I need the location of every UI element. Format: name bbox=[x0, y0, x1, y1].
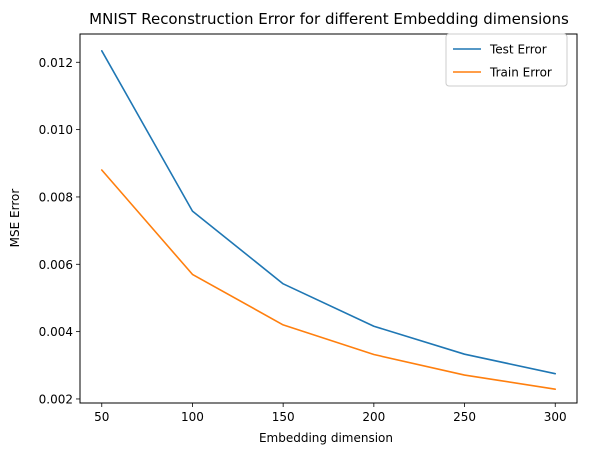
x-tick-label: 300 bbox=[544, 410, 567, 424]
x-tick-label: 100 bbox=[181, 410, 204, 424]
series-line-test-error bbox=[100, 50, 557, 375]
chart-title: MNIST Reconstruction Error for different… bbox=[89, 10, 569, 28]
x-tick-label: 50 bbox=[94, 410, 109, 424]
y-tick-label: 0.004 bbox=[39, 325, 73, 339]
axes-frame bbox=[79, 33, 578, 404]
legend: Test Error Train Error bbox=[445, 33, 568, 87]
y-axis-label: MSE Error bbox=[8, 189, 22, 248]
legend-box bbox=[445, 33, 568, 87]
x-tick-label: 150 bbox=[272, 410, 295, 424]
y-tick-label: 0.012 bbox=[39, 56, 73, 70]
x-tick-label: 250 bbox=[453, 410, 476, 424]
y-tick-label: 0.002 bbox=[39, 392, 73, 406]
x-axis-ticks: 50 100 150 200 250 300 bbox=[94, 403, 567, 424]
legend-label-test-error: Test Error bbox=[489, 43, 547, 57]
y-axis-ticks: 0.002 0.004 0.006 0.008 0.010 0.012 bbox=[39, 56, 80, 406]
y-tick-label: 0.008 bbox=[39, 190, 73, 204]
y-tick-label: 0.006 bbox=[39, 258, 73, 272]
series-line-train-error bbox=[100, 169, 557, 391]
series-lines bbox=[100, 50, 557, 391]
x-tick-label: 200 bbox=[362, 410, 385, 424]
legend-label-train-error: Train Error bbox=[489, 66, 552, 80]
y-tick-label: 0.010 bbox=[39, 123, 73, 137]
x-axis-label: Embedding dimension bbox=[259, 431, 393, 445]
plot-area: 50 100 150 200 250 300 0.0020.0040.0060.0080.… bbox=[39, 33, 578, 424]
